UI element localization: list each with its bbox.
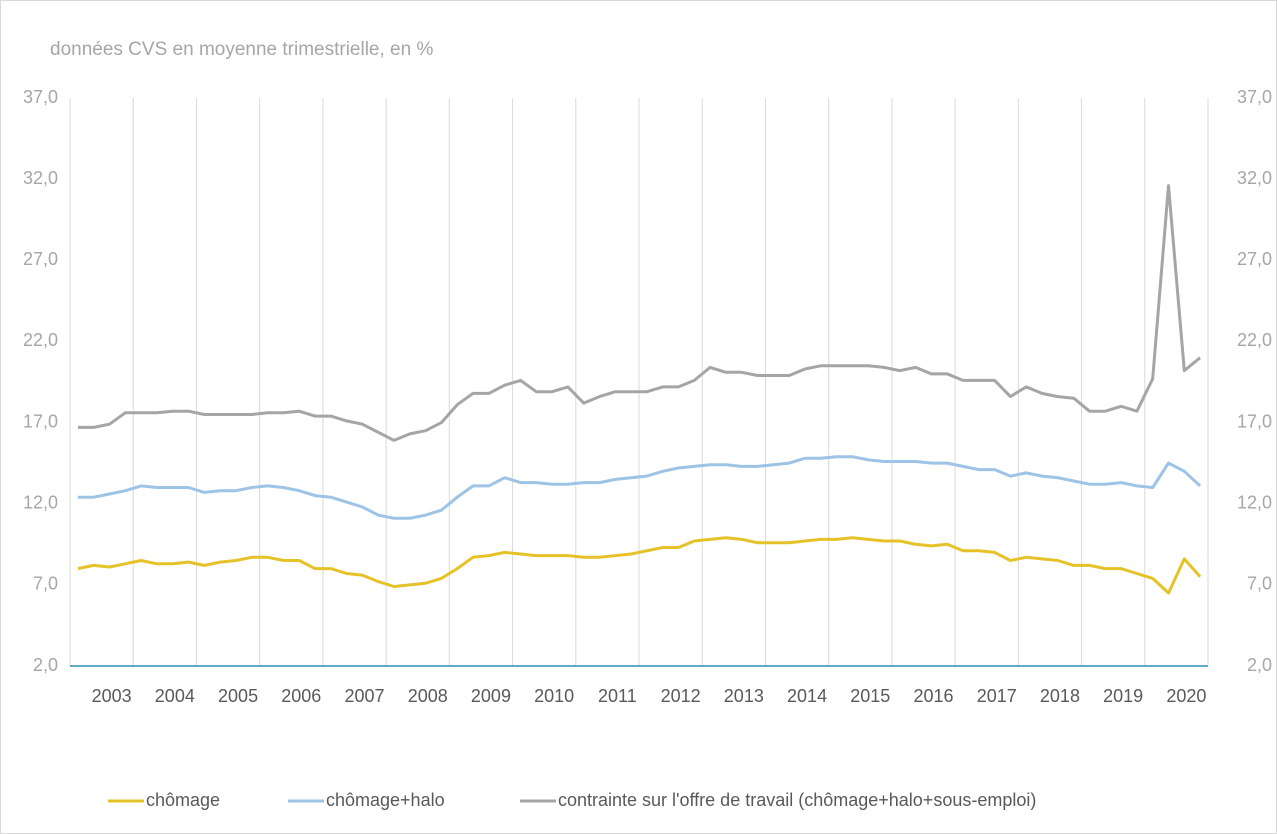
- y-tick-label: 2,0: [33, 655, 58, 675]
- y-tick-label: 17,0: [23, 411, 58, 431]
- x-tick-label: 2020: [1166, 686, 1206, 706]
- x-tick-label: 2004: [155, 686, 195, 706]
- x-tick-label: 2018: [1040, 686, 1080, 706]
- y-tick-label: 7,0: [33, 574, 58, 594]
- y2-tick-label: 37,0: [1237, 87, 1272, 107]
- x-tick-label: 2014: [787, 686, 827, 706]
- x-tick-label: 2008: [408, 686, 448, 706]
- y2-tick-label: 2,0: [1247, 655, 1272, 675]
- series-line: [77, 536, 1202, 595]
- x-tick-label: 2005: [218, 686, 258, 706]
- x-tick-label: 2003: [92, 686, 132, 706]
- x-tick-label: 2017: [977, 686, 1017, 706]
- y-tick-label: 12,0: [23, 492, 58, 512]
- legend-label: chômage: [146, 790, 220, 810]
- y-tick-label: 37,0: [23, 87, 58, 107]
- x-tick-label: 2010: [534, 686, 574, 706]
- y2-tick-label: 27,0: [1237, 249, 1272, 269]
- series-line: [77, 455, 1202, 520]
- x-tick-label: 2013: [724, 686, 764, 706]
- x-tick-label: 2015: [850, 686, 890, 706]
- legend-label: contrainte sur l'offre de travail (chôma…: [558, 790, 1036, 810]
- y2-tick-label: 7,0: [1247, 574, 1272, 594]
- y-tick-label: 27,0: [23, 249, 58, 269]
- y2-tick-label: 12,0: [1237, 492, 1272, 512]
- y-tick-label: 32,0: [23, 168, 58, 188]
- y2-tick-label: 22,0: [1237, 330, 1272, 350]
- x-tick-label: 2012: [661, 686, 701, 706]
- series-line: [77, 184, 1202, 442]
- x-tick-label: 2019: [1103, 686, 1143, 706]
- y2-tick-label: 32,0: [1237, 168, 1272, 188]
- x-tick-label: 2007: [344, 686, 384, 706]
- y2-tick-label: 17,0: [1237, 411, 1272, 431]
- legend-label: chômage+halo: [326, 790, 445, 810]
- x-tick-label: 2009: [471, 686, 511, 706]
- x-tick-label: 2006: [281, 686, 321, 706]
- chart-subtitle: données CVS en moyenne trimestrielle, en…: [50, 39, 433, 60]
- x-tick-label: 2016: [913, 686, 953, 706]
- x-tick-label: 2011: [598, 686, 637, 706]
- y-tick-label: 22,0: [23, 330, 58, 350]
